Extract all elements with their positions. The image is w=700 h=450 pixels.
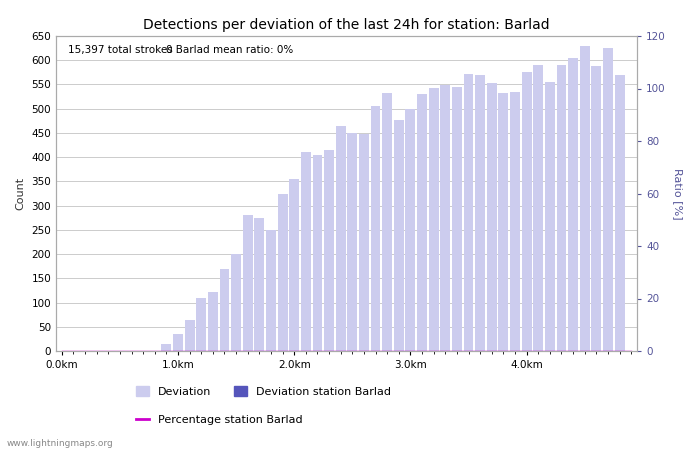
Text: 0 Barlad: 0 Barlad	[167, 45, 210, 55]
Bar	[336, 126, 346, 351]
Bar	[603, 48, 613, 351]
Text: mean ratio: 0%: mean ratio: 0%	[213, 45, 293, 55]
Bar	[324, 150, 334, 351]
Y-axis label: Ratio [%]: Ratio [%]	[673, 168, 682, 219]
Bar	[580, 46, 589, 351]
Bar	[220, 269, 230, 351]
Bar	[452, 87, 462, 351]
Bar	[196, 298, 206, 351]
Title: Detections per deviation of the last 24h for station: Barlad: Detections per deviation of the last 24h…	[144, 18, 550, 32]
Text: www.lightningmaps.org: www.lightningmaps.org	[7, 439, 113, 448]
Bar	[510, 92, 520, 351]
Bar	[278, 194, 288, 351]
Bar	[463, 74, 473, 351]
Bar	[533, 65, 543, 351]
Bar	[405, 109, 415, 351]
Bar	[243, 215, 253, 351]
Bar	[486, 83, 497, 351]
Text: 15,397 total strokes: 15,397 total strokes	[68, 45, 172, 55]
Bar	[556, 65, 566, 351]
Bar	[522, 72, 531, 351]
Bar	[545, 82, 555, 351]
Bar	[347, 133, 357, 351]
Bar	[185, 320, 195, 351]
Bar	[301, 152, 311, 351]
Bar	[173, 334, 183, 351]
Bar	[428, 88, 439, 351]
Bar	[370, 106, 381, 351]
Bar	[615, 75, 624, 351]
Legend: Percentage station Barlad: Percentage station Barlad	[132, 410, 307, 429]
Bar	[289, 179, 299, 351]
Bar	[312, 155, 323, 351]
Bar	[162, 344, 172, 351]
Bar	[568, 58, 578, 351]
Bar	[231, 254, 241, 351]
Bar	[254, 218, 265, 351]
Bar	[417, 94, 427, 351]
Bar	[382, 93, 392, 351]
Bar	[359, 135, 369, 351]
Bar	[266, 230, 276, 351]
Bar	[440, 86, 450, 351]
Y-axis label: Count: Count	[16, 177, 26, 210]
Bar	[592, 66, 601, 351]
Bar	[475, 75, 485, 351]
Bar	[498, 93, 508, 351]
Bar	[208, 292, 218, 351]
Bar	[394, 120, 404, 351]
